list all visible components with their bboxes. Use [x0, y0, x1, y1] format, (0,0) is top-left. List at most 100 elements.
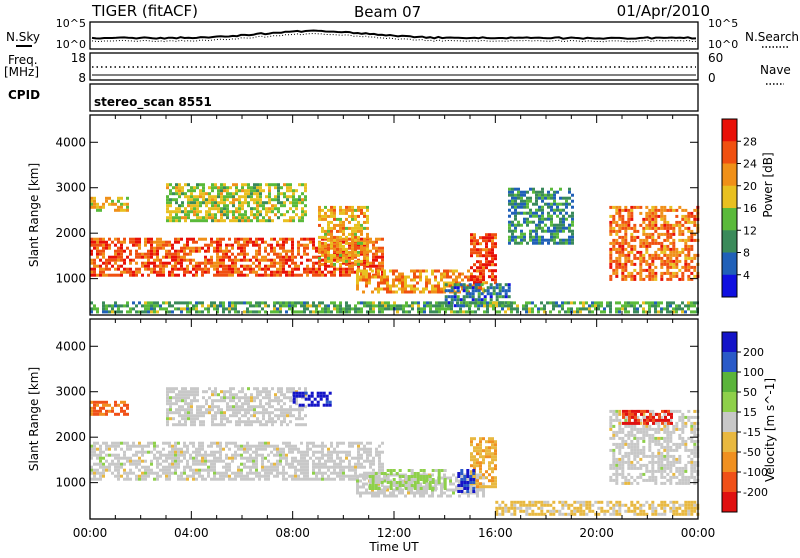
echo-cell-velocity	[180, 448, 183, 451]
echo-cell-velocity	[198, 451, 201, 454]
echo-cell-velocity	[211, 414, 214, 417]
echo-cell-power	[268, 216, 271, 219]
echo-cell-velocity	[93, 475, 96, 478]
echo-cell-power	[298, 195, 301, 198]
echo-cell-power	[330, 263, 333, 266]
echo-cell-power	[485, 245, 488, 248]
echo-cell-velocity	[342, 469, 345, 472]
echo-cell-velocity	[138, 451, 141, 454]
echo-cell-power	[681, 233, 684, 236]
echo-cell-power	[615, 212, 618, 215]
echo-cell-velocity	[339, 457, 342, 460]
echo-cell-power	[363, 239, 366, 242]
echo-cell-power	[624, 230, 627, 233]
echo-cell-velocity	[294, 466, 297, 469]
echo-cell-velocity	[309, 457, 312, 460]
echo-cell-power	[523, 212, 526, 215]
echo-cell-power	[169, 198, 172, 201]
echo-cell-power	[117, 256, 120, 259]
echo-cell-power	[336, 242, 339, 245]
echo-cell-velocity	[294, 478, 297, 481]
echo-cell-power	[687, 227, 690, 230]
echo-cell-power	[126, 247, 129, 250]
echo-cell-velocity	[369, 466, 372, 469]
echo-cell-power	[687, 221, 690, 224]
echo-cell-power	[255, 274, 258, 277]
echo-cell-power	[463, 295, 466, 298]
echo-cell-power	[538, 242, 541, 245]
echo-cell-power	[186, 301, 189, 304]
echo-cell-power	[565, 218, 568, 221]
echo-cell-velocity	[93, 448, 96, 451]
echo-cell-power	[491, 233, 494, 236]
echo-cell-velocity	[277, 399, 280, 402]
echo-cell-power	[467, 279, 470, 282]
echo-cell-velocity	[411, 478, 414, 481]
echo-cell-power	[105, 268, 108, 271]
echo-cell-power	[294, 304, 297, 307]
echo-cell-power	[529, 197, 532, 200]
echo-cell-power	[354, 227, 357, 230]
echo-cell-velocity	[99, 401, 102, 404]
echo-cell-power	[241, 207, 244, 210]
colorbar-tick-label: 4	[743, 269, 750, 282]
echo-cell-power	[198, 310, 201, 313]
echo-cell-power	[511, 197, 514, 200]
echo-cell-power	[114, 253, 117, 256]
echo-cell-velocity	[243, 445, 246, 448]
echo-cell-power	[235, 207, 238, 210]
echo-cell-velocity	[132, 454, 135, 457]
echo-cell-power	[96, 206, 99, 209]
echo-cell-power	[253, 213, 256, 216]
echo-cell-power	[178, 189, 181, 192]
echo-cell-power	[321, 310, 324, 313]
echo-cell-power	[660, 248, 663, 251]
echo-cell-velocity	[211, 393, 214, 396]
echo-cell-velocity	[222, 472, 225, 475]
echo-cell-power	[255, 265, 258, 268]
echo-cell-power	[520, 239, 523, 242]
echo-cell-power	[660, 307, 663, 310]
echo-cell-power	[681, 224, 684, 227]
echo-cell-velocity	[315, 472, 318, 475]
echo-cell-power	[669, 272, 672, 275]
echo-cell-velocity	[299, 395, 302, 398]
echo-cell-velocity	[365, 492, 368, 495]
echo-cell-power	[144, 244, 147, 247]
echo-cell-power	[178, 204, 181, 207]
echo-cell-power	[186, 238, 189, 241]
echo-cell-power	[363, 301, 366, 304]
echo-cell-power	[321, 236, 324, 239]
echo-cell-power	[494, 254, 497, 257]
echo-cell-velocity	[195, 469, 198, 472]
echo-cell-power	[663, 260, 666, 263]
echo-cell-power	[485, 254, 488, 257]
echo-cell-power	[378, 304, 381, 307]
echo-cell-power	[147, 268, 150, 271]
echo-cell-power	[452, 270, 455, 273]
echo-cell-power	[660, 260, 663, 263]
echo-cell-power	[651, 301, 654, 304]
echo-cell-power	[681, 248, 684, 251]
echo-cell-power	[207, 262, 210, 265]
echo-cell-power	[192, 247, 195, 250]
echo-cell-power	[612, 227, 615, 230]
echo-cell-power	[669, 242, 672, 245]
echo-cell-power	[252, 262, 255, 265]
echo-cell-velocity	[123, 442, 126, 445]
echo-cell-velocity	[333, 472, 336, 475]
echo-cell-velocity	[111, 472, 114, 475]
echo-cell-power	[129, 262, 132, 265]
echo-cell-power	[410, 279, 413, 282]
echo-cell-power	[324, 268, 327, 271]
echo-cell-velocity	[360, 442, 363, 445]
echo-cell-power	[126, 256, 129, 259]
echo-cell-power	[259, 210, 262, 213]
echo-cell-power	[354, 239, 357, 242]
echo-cell-power	[562, 215, 565, 218]
echo-cell-velocity	[351, 469, 354, 472]
echo-cell-velocity	[226, 390, 229, 393]
echo-cell-velocity	[359, 495, 362, 498]
echo-cell-power	[178, 195, 181, 198]
echo-cell-power	[567, 301, 570, 304]
